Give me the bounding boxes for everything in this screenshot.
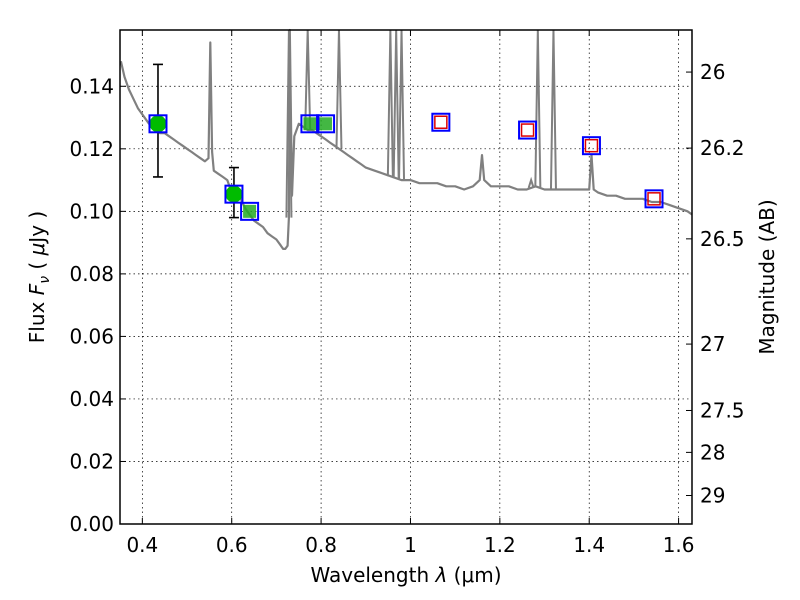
- y-tick-label: 0.02: [69, 449, 114, 473]
- model-photometry-square: [644, 189, 664, 209]
- y2-tick-label: 26.5: [700, 227, 745, 251]
- grid-lines: [120, 30, 692, 524]
- filled-model-square: [319, 117, 333, 131]
- model-photometry-square: [240, 201, 260, 221]
- x-tick-label: 1.6: [663, 533, 695, 557]
- y-axis-label-unit: Jy ): [25, 211, 49, 245]
- y-axis-label-mu: μ: [25, 243, 49, 257]
- x-axis-label-lambda: λ: [434, 563, 447, 587]
- y2-tick-label: 28: [700, 440, 725, 464]
- x-tick-label: 0.6: [216, 533, 248, 557]
- emission-line-spike: [527, 176, 535, 189]
- y-tick-label: 0.06: [69, 324, 114, 348]
- y2-tick-label: 27: [700, 332, 725, 356]
- y-tick-label: 0.08: [69, 262, 114, 286]
- model-spectrum-layer: [119, 28, 693, 250]
- emission-line-spike: [386, 29, 394, 177]
- y2-tick-label: 27.5: [700, 398, 745, 422]
- x-tick-label: 0.4: [126, 533, 158, 557]
- x-tick-label: 1: [404, 533, 417, 557]
- filled-model-square: [303, 117, 317, 131]
- emission-line-spike: [398, 29, 406, 181]
- y-axis-label-text: Flux: [25, 295, 49, 343]
- model-photometry-square: [431, 112, 451, 132]
- y-axis-label: Flux Fν ( μJy ): [25, 211, 53, 343]
- x-tick-label: 1.4: [573, 533, 605, 557]
- x-tick-label: 1.2: [484, 533, 516, 557]
- non-detection-square: [434, 115, 448, 129]
- emission-line-spike: [335, 29, 343, 149]
- photometry-points-layer: [148, 63, 664, 221]
- plot-frame: [119, 29, 693, 525]
- model-spectrum-line: [119, 28, 693, 250]
- observed-point: [149, 115, 167, 133]
- model-photometry-square: [224, 184, 244, 204]
- non-detection-square: [647, 192, 661, 206]
- emission-line-spike: [549, 29, 557, 190]
- non-detection-square: [520, 123, 535, 137]
- y-axis-label-f: F: [25, 283, 49, 295]
- y-tick-label: 0.12: [69, 137, 114, 161]
- y-axis-label-nu: ν: [37, 276, 53, 284]
- y-tick-label: 0.04: [69, 387, 114, 411]
- model-photometry-square: [300, 114, 320, 134]
- model-photometry-square: [316, 114, 336, 134]
- y-tick-label: 0.10: [69, 199, 114, 223]
- y-tick-label: 0.14: [69, 74, 114, 98]
- y2-tick-label: 26: [700, 60, 725, 84]
- axis-ticks: 0.4 0.6 0.8 1 1.2 1.4 1.6 0.00 0.02 0.04 0.06 0.08 0…: [69, 30, 745, 557]
- observed-point: [225, 185, 243, 203]
- y2-tick-label: 26.2: [700, 136, 745, 160]
- y2-axis-label: Magnitude (AB): [755, 199, 779, 354]
- x-axis-label: Wavelength λ (μm): [310, 563, 501, 587]
- emission-line-spike: [392, 29, 400, 179]
- model-photometry-square: [581, 136, 601, 156]
- y-tick-label: 0.00: [69, 512, 114, 536]
- emission-line-spike: [534, 29, 542, 188]
- x-axis-label-unit: (μm): [447, 563, 501, 587]
- model-photometry-square: [148, 114, 168, 134]
- filled-model-square: [243, 204, 257, 218]
- y2-tick-label: 29: [700, 483, 725, 507]
- model-photometry-square: [518, 120, 538, 140]
- x-tick-label: 0.8: [305, 533, 337, 557]
- non-detection-square: [584, 138, 599, 153]
- y-axis-label-open: (: [25, 255, 49, 276]
- x-axis-label-text: Wavelength: [310, 563, 435, 587]
